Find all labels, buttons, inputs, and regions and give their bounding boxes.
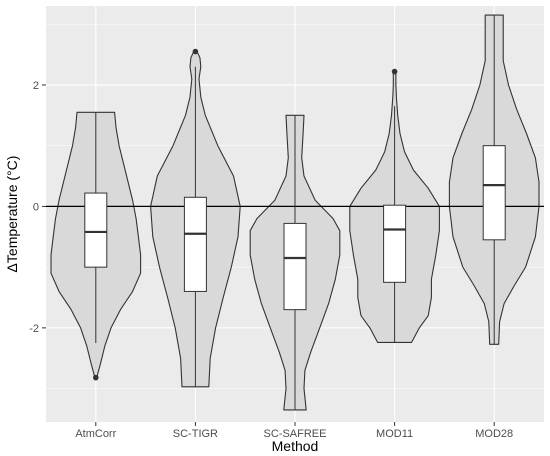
x-axis: AtmCorr SC-TIGR SC-SAFREE MOD11 MOD28: [75, 422, 513, 440]
outlier-atmcorr: [93, 374, 99, 381]
outlier-sc-tigr: [192, 48, 199, 55]
y-tick-label: 0: [33, 201, 39, 213]
x-tick-label: AtmCorr: [75, 428, 116, 440]
box-atmcorr: [84, 192, 108, 268]
box-sc-tigr: [183, 196, 207, 292]
y-axis: -2 0 2: [29, 80, 46, 335]
x-tick-label: MOD28: [475, 428, 513, 440]
x-tick-label: MOD11: [376, 428, 413, 440]
x-tick-label: SC-SAFREE: [264, 428, 327, 440]
y-tick-label: -2: [29, 323, 39, 335]
outlier-mod11: [391, 68, 398, 75]
box-sc-safree: [283, 222, 307, 311]
y-tick-label: 2: [33, 80, 39, 92]
x-tick-label: SC-TIGR: [173, 428, 218, 440]
y-axis-title: ΔTemperature (°C): [4, 156, 20, 273]
x-axis-title: Method: [272, 438, 319, 454]
boxplots: [84, 15, 506, 410]
box-mod28: [482, 145, 506, 241]
box-mod11: [383, 204, 407, 283]
